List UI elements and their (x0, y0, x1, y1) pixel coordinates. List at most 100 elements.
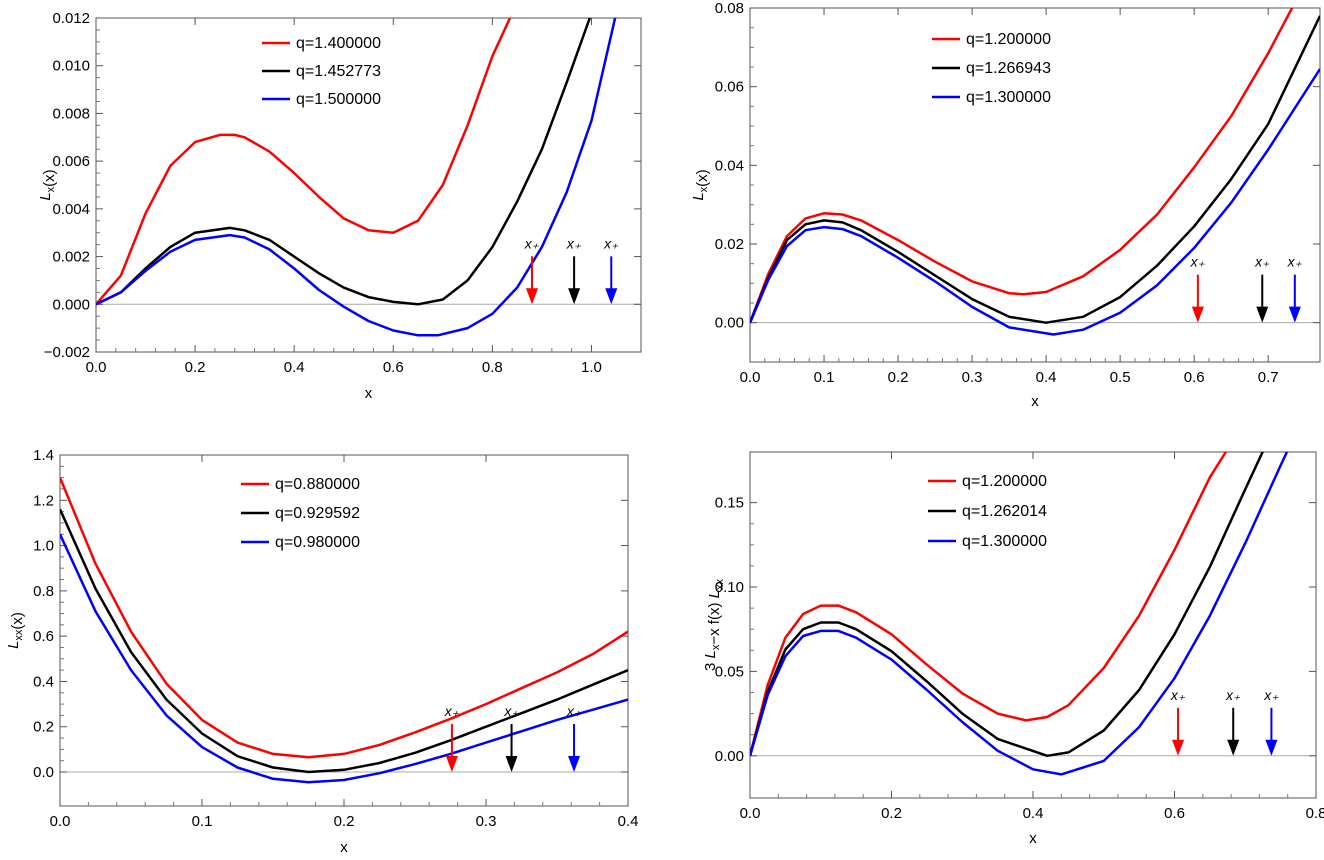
x-tick-label: 0.4 (618, 813, 639, 830)
y-axis-label: 3 Lx−x f(x) Lxx (702, 579, 726, 671)
y-tick-label: 0.006 (52, 153, 90, 170)
x-plus-arrow-head (605, 288, 618, 305)
legend-label: q=1.300000 (966, 89, 1051, 106)
x-tick-label: 0.6 (383, 359, 404, 376)
y-tick-label: 0.008 (52, 105, 90, 122)
y-tick-label: 1.4 (33, 447, 54, 464)
y-axis-label: Lxx(x) (5, 612, 26, 649)
y-tick-label: 0.02 (715, 236, 744, 253)
x-plus-arrow-head (526, 288, 538, 305)
x-plus-marker-label: x₊ (524, 235, 540, 251)
x-tick-label: 0.4 (284, 359, 305, 376)
series-line-1 (750, 8, 1294, 324)
y-tick-label: 0.6 (33, 628, 54, 645)
x-plus-marker-label: x₊ (603, 235, 619, 251)
x-tick-label: 0.0 (50, 813, 71, 830)
y-tick-label: 0.4 (33, 673, 54, 690)
x-plus-arrow-head (1191, 306, 1204, 323)
x-tick-label: 0.3 (476, 813, 497, 830)
x-plus-marker-label: x₊ (566, 235, 582, 251)
legend-label: q=1.200000 (962, 473, 1047, 490)
y-tick-label: 0.04 (715, 157, 744, 174)
y-tick-label: 0.000 (52, 296, 90, 313)
x-tick-label: 0.2 (888, 369, 909, 386)
x-tick-label: 0.4 (1036, 369, 1057, 386)
y-tick-label: 0.004 (52, 201, 90, 218)
series-line-1 (96, 18, 512, 306)
legend-label: q=1.266943 (966, 60, 1051, 77)
x-plus-marker-label: x₊ (566, 703, 582, 719)
x-tick-label: 0.2 (334, 813, 355, 830)
x-tick-label: 0.7 (1258, 369, 1279, 386)
x-plus-marker-label: x₊ (1254, 254, 1270, 270)
legend-label: q=1.452773 (296, 63, 381, 80)
y-tick-label: 0.012 (52, 10, 90, 27)
x-tick-label: 0.2 (881, 805, 902, 822)
legend-label: q=1.200000 (966, 31, 1051, 48)
x-plus-arrow-head (1256, 306, 1269, 323)
y-tick-label: 0.8 (33, 583, 54, 600)
series-line-3 (96, 18, 617, 337)
x-tick-label: 0.1 (814, 369, 835, 386)
x-plus-marker-label: x₊ (503, 703, 519, 719)
x-tick-label: 0.0 (740, 805, 761, 822)
x-tick-label: 0.2 (185, 359, 206, 376)
legend-label: q=1.500000 (296, 91, 381, 108)
series-line-2 (750, 15, 1320, 324)
chart-panel-1: 0.0 0.2 0.4 0.6 0.8 1.0 −0.002 0.000 0.002 0.004 0… (37, 10, 642, 402)
y-tick-label: 0.08 (715, 0, 744, 17)
y-tick-label: 1.2 (33, 492, 54, 509)
y-tick-label: 0.2 (33, 719, 54, 736)
x-tick-label: 0.8 (482, 359, 503, 376)
y-tick-label: 0.0 (33, 764, 54, 781)
x-plus-marker-label: x₊ (444, 703, 460, 719)
x-plus-marker-label: x₊ (1170, 687, 1186, 703)
x-plus-marker-label: x₊ (1263, 687, 1279, 703)
y-tick-label: 0.00 (715, 315, 744, 332)
x-tick-label: 0.6 (1164, 805, 1185, 822)
x-tick-label: 0.3 (962, 369, 983, 386)
y-tick-label: 0.15 (715, 495, 744, 512)
series-line-2 (60, 508, 628, 774)
x-plus-marker-label: x₊ (1287, 254, 1303, 270)
x-axis-label: x (1029, 830, 1037, 847)
legend-label: q=0.880000 (275, 476, 360, 493)
x-tick-label: 0.1 (192, 813, 213, 830)
series-line-2 (750, 452, 1264, 758)
y-tick-label: 0.00 (715, 748, 744, 765)
legend-label: q=1.262014 (962, 503, 1047, 520)
legend-label: q=1.300000 (962, 533, 1047, 550)
x-tick-label: 1.0 (581, 359, 602, 376)
chart-panel-2: 0.0 0.1 0.2 0.3 0.4 0.5 0.6 0.7 0.00 0.02 0.04 0.06… (690, 0, 1321, 410)
series-line-3 (750, 452, 1289, 776)
chart-panel-4: 0.0 0.2 0.4 0.6 0.8 0.00 0.05 0.10 0.15 x 3 Lx−x f… (702, 451, 1324, 847)
y-axis-label: Lx(x) (37, 169, 58, 200)
series-line-3 (60, 533, 628, 784)
x-plus-arrow-head (505, 756, 518, 773)
y-axis-label: Lx(x) (690, 169, 711, 200)
x-tick-label: 0.0 (740, 369, 761, 386)
x-tick-label: 0.5 (1110, 369, 1131, 386)
x-axis-label: x (365, 385, 373, 402)
x-tick-label: 0.8 (1306, 805, 1324, 822)
y-tick-label: 0.05 (715, 663, 744, 680)
y-tick-label: 0.10 (715, 579, 744, 596)
x-plus-marker-label: x₊ (1225, 687, 1241, 703)
x-tick-label: 0.4 (1023, 805, 1044, 822)
x-plus-arrow-head (568, 288, 581, 305)
legend-label: q=0.980000 (275, 534, 360, 551)
series-line-1 (60, 477, 628, 759)
y-tick-label: 0.010 (52, 58, 90, 75)
y-tick-label: 0.06 (715, 79, 744, 96)
x-plus-marker-label: x₊ (1190, 254, 1206, 270)
x-axis-label: x (1031, 393, 1039, 410)
y-tick-label: 1.0 (33, 538, 54, 555)
legend-label: q=1.400000 (296, 35, 381, 52)
x-axis-label: x (340, 839, 348, 856)
legend-label: q=0.929592 (275, 505, 360, 522)
x-tick-label: 0.6 (1184, 369, 1205, 386)
x-tick-label: 0.0 (86, 359, 107, 376)
series-line-3 (750, 68, 1320, 336)
chart-panel-3: 0.0 0.1 0.2 0.3 0.4 0.0 0.2 0.4 0.6 0.8 1.0 1.2 1.4 x… (5, 447, 638, 856)
